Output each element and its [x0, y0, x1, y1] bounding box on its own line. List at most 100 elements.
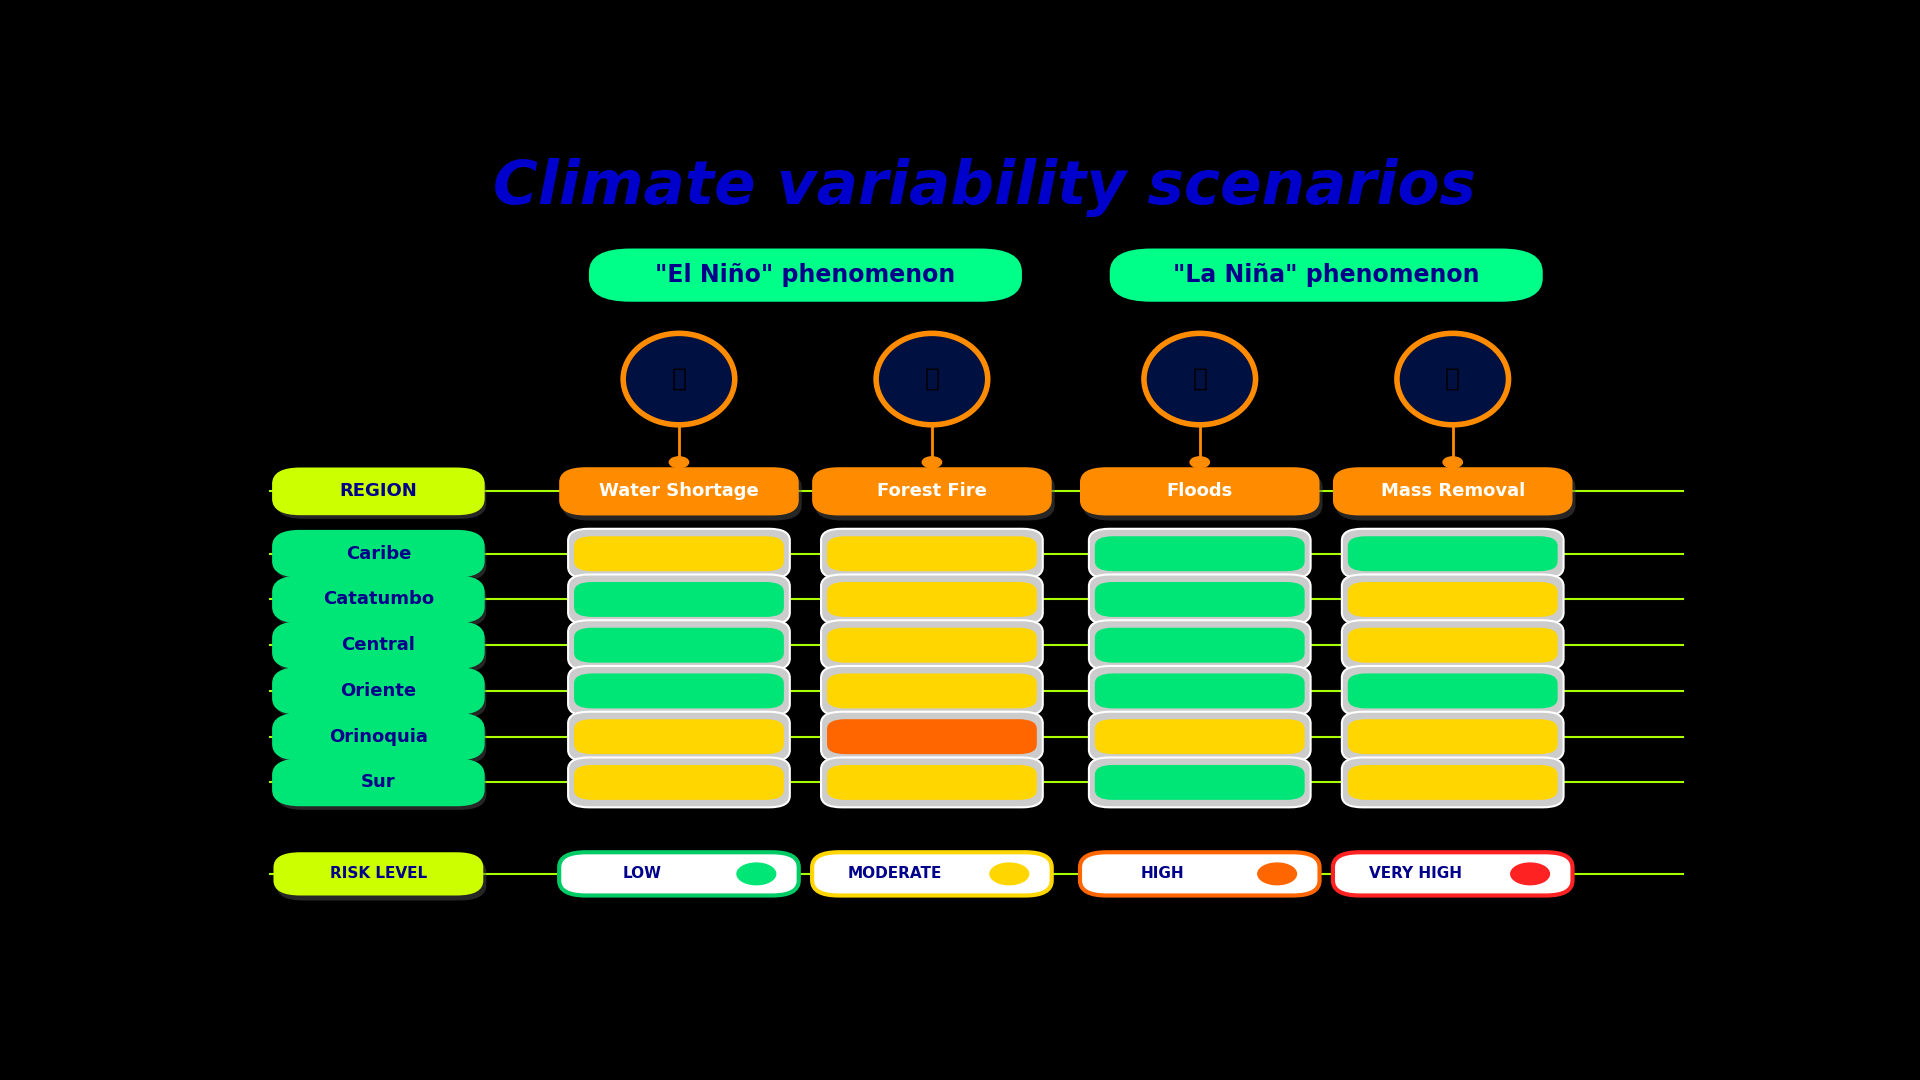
FancyBboxPatch shape	[563, 472, 803, 521]
Circle shape	[737, 863, 776, 885]
Text: Central: Central	[342, 636, 415, 654]
FancyBboxPatch shape	[568, 757, 789, 808]
Text: RISK LEVEL: RISK LEVEL	[330, 866, 426, 881]
Text: Mass Removal: Mass Removal	[1380, 483, 1524, 500]
FancyBboxPatch shape	[276, 719, 486, 765]
FancyBboxPatch shape	[574, 582, 783, 617]
Text: Oriente: Oriente	[340, 681, 417, 700]
FancyBboxPatch shape	[812, 468, 1052, 515]
FancyBboxPatch shape	[276, 674, 486, 718]
FancyBboxPatch shape	[559, 852, 799, 895]
Text: "El Niño" phenomenon: "El Niño" phenomenon	[655, 264, 956, 287]
Circle shape	[1444, 457, 1463, 468]
Text: Caribe: Caribe	[346, 544, 411, 563]
FancyBboxPatch shape	[1094, 582, 1306, 617]
FancyBboxPatch shape	[1342, 620, 1563, 670]
Text: 🌊: 🌊	[1192, 367, 1208, 391]
FancyBboxPatch shape	[1348, 674, 1557, 708]
FancyBboxPatch shape	[822, 757, 1043, 808]
Text: REGION: REGION	[340, 483, 417, 500]
FancyBboxPatch shape	[822, 575, 1043, 624]
FancyBboxPatch shape	[276, 537, 486, 581]
FancyBboxPatch shape	[574, 627, 783, 663]
FancyBboxPatch shape	[1094, 765, 1306, 800]
Text: Sur: Sur	[361, 773, 396, 792]
FancyBboxPatch shape	[816, 472, 1054, 521]
FancyBboxPatch shape	[273, 669, 484, 714]
FancyBboxPatch shape	[568, 666, 789, 716]
Text: LOW: LOW	[622, 866, 660, 881]
Text: Climate variability scenarios: Climate variability scenarios	[493, 159, 1475, 217]
FancyBboxPatch shape	[1079, 468, 1319, 515]
Text: 🏔: 🏔	[1446, 367, 1461, 391]
FancyBboxPatch shape	[276, 765, 486, 810]
FancyBboxPatch shape	[1110, 248, 1544, 301]
Text: Floods: Floods	[1167, 483, 1233, 500]
FancyBboxPatch shape	[1089, 529, 1311, 579]
FancyBboxPatch shape	[568, 575, 789, 624]
FancyBboxPatch shape	[1094, 627, 1306, 663]
FancyBboxPatch shape	[568, 529, 789, 579]
Ellipse shape	[624, 334, 735, 424]
FancyBboxPatch shape	[273, 714, 484, 759]
FancyBboxPatch shape	[1089, 757, 1311, 808]
Text: Catatumbo: Catatumbo	[323, 591, 434, 608]
FancyBboxPatch shape	[1332, 468, 1572, 515]
Circle shape	[991, 863, 1029, 885]
FancyBboxPatch shape	[568, 620, 789, 670]
FancyBboxPatch shape	[1094, 719, 1306, 754]
FancyBboxPatch shape	[574, 537, 783, 571]
FancyBboxPatch shape	[822, 529, 1043, 579]
Text: Water Shortage: Water Shortage	[599, 483, 758, 500]
FancyBboxPatch shape	[1094, 537, 1306, 571]
FancyBboxPatch shape	[574, 765, 783, 800]
FancyBboxPatch shape	[828, 719, 1037, 754]
FancyBboxPatch shape	[1083, 472, 1323, 521]
FancyBboxPatch shape	[1342, 529, 1563, 579]
FancyBboxPatch shape	[828, 765, 1037, 800]
FancyBboxPatch shape	[1094, 674, 1306, 708]
Text: MODERATE: MODERATE	[847, 866, 943, 881]
FancyBboxPatch shape	[812, 852, 1052, 895]
Circle shape	[1190, 457, 1210, 468]
FancyBboxPatch shape	[273, 531, 484, 576]
FancyBboxPatch shape	[822, 666, 1043, 716]
FancyBboxPatch shape	[1348, 582, 1557, 617]
FancyBboxPatch shape	[828, 627, 1037, 663]
FancyBboxPatch shape	[1336, 472, 1576, 521]
FancyBboxPatch shape	[276, 858, 486, 901]
FancyBboxPatch shape	[1089, 666, 1311, 716]
Text: 🌿: 🌿	[672, 367, 687, 391]
FancyBboxPatch shape	[1089, 620, 1311, 670]
FancyBboxPatch shape	[828, 582, 1037, 617]
Ellipse shape	[1144, 334, 1256, 424]
Text: "La Niña" phenomenon: "La Niña" phenomenon	[1173, 264, 1480, 287]
Text: Forest Fire: Forest Fire	[877, 483, 987, 500]
FancyBboxPatch shape	[1332, 852, 1572, 895]
FancyBboxPatch shape	[273, 852, 484, 895]
FancyBboxPatch shape	[828, 674, 1037, 708]
FancyBboxPatch shape	[1342, 757, 1563, 808]
Circle shape	[922, 457, 941, 468]
FancyBboxPatch shape	[1348, 627, 1557, 663]
FancyBboxPatch shape	[1348, 719, 1557, 754]
FancyBboxPatch shape	[1342, 712, 1563, 761]
Text: HIGH: HIGH	[1140, 866, 1185, 881]
FancyBboxPatch shape	[273, 469, 484, 514]
FancyBboxPatch shape	[276, 582, 486, 626]
FancyBboxPatch shape	[273, 760, 484, 805]
Text: 🔥: 🔥	[924, 367, 939, 391]
FancyBboxPatch shape	[1079, 852, 1319, 895]
FancyBboxPatch shape	[1348, 537, 1557, 571]
FancyBboxPatch shape	[574, 719, 783, 754]
FancyBboxPatch shape	[276, 627, 486, 673]
FancyBboxPatch shape	[1342, 575, 1563, 624]
FancyBboxPatch shape	[559, 468, 799, 515]
FancyBboxPatch shape	[574, 674, 783, 708]
FancyBboxPatch shape	[1089, 575, 1311, 624]
Text: VERY HIGH: VERY HIGH	[1369, 866, 1461, 881]
FancyBboxPatch shape	[276, 474, 486, 518]
FancyBboxPatch shape	[589, 248, 1021, 301]
Ellipse shape	[1398, 334, 1509, 424]
FancyBboxPatch shape	[1348, 765, 1557, 800]
